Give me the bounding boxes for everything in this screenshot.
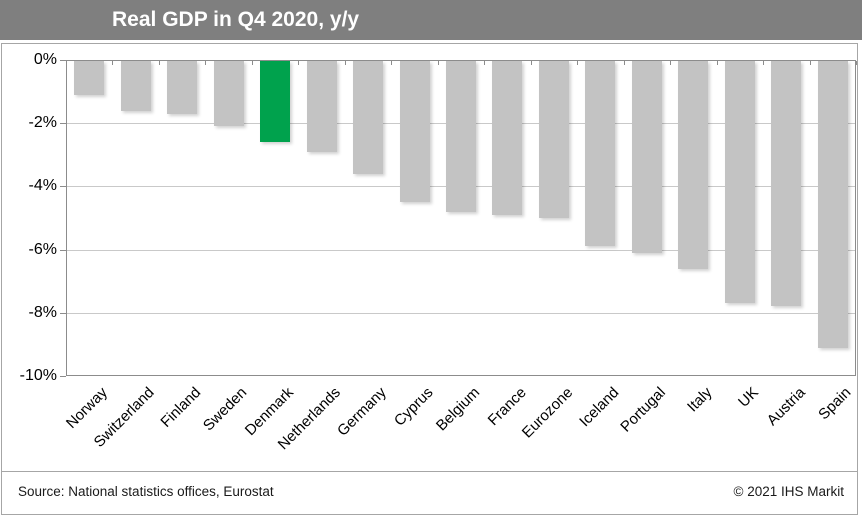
footer-divider: [1, 471, 858, 472]
x-axis-tick: [112, 61, 114, 65]
bar-norway: [74, 61, 105, 95]
copyright-note: © 2021 IHS Markit: [733, 484, 845, 499]
y-axis-label: -4%: [28, 177, 57, 195]
bar-spain: [817, 61, 848, 348]
x-axis-tick: [763, 61, 765, 65]
x-axis-tick: [298, 61, 300, 65]
x-axis-tick: [856, 61, 857, 65]
x-axis-tick: [577, 61, 579, 65]
y-axis-label: -10%: [19, 367, 57, 384]
bar-cyprus: [399, 61, 430, 203]
x-axis-tick: [530, 61, 532, 65]
y-axis-label: -6%: [28, 240, 57, 258]
gridline: [67, 249, 855, 251]
y-axis-tick: [60, 60, 66, 61]
bar-eurozone: [538, 61, 569, 218]
x-axis-tick: [158, 61, 160, 65]
source-note: Source: National statistics offices, Eur…: [18, 484, 274, 499]
bar-iceland: [585, 61, 616, 247]
x-axis-tick: [437, 61, 439, 65]
y-axis-tick: [60, 249, 66, 251]
bar-italy: [678, 61, 709, 269]
y-axis-tick: [60, 123, 66, 125]
bar-france: [492, 61, 523, 215]
bar-sweden: [213, 61, 244, 127]
bar-austria: [771, 61, 802, 307]
y-axis-tick: [60, 186, 66, 188]
x-axis-tick: [670, 61, 672, 65]
x-axis-tick: [809, 61, 811, 65]
bar-portugal: [631, 61, 662, 253]
y-axis-tick: [60, 312, 66, 314]
bar-uk: [724, 61, 755, 304]
x-axis-tick: [716, 61, 718, 65]
plot-border: [66, 60, 856, 376]
bar-switzerland: [120, 61, 151, 111]
bar-denmark: [260, 61, 291, 143]
x-axis-tick: [344, 61, 346, 65]
x-axis-tick: [623, 61, 625, 65]
title-banner: Real GDP in Q4 2020, y/y: [0, 0, 862, 40]
bar-netherlands: [306, 61, 337, 152]
y-axis-label: 0%: [33, 51, 57, 68]
x-axis-tick: [391, 61, 393, 65]
bar-germany: [353, 61, 384, 174]
y-axis-label: -2%: [28, 114, 57, 132]
chart-title: Real GDP in Q4 2020, y/y: [112, 8, 360, 31]
x-axis-tick: [205, 61, 207, 65]
bar-finland: [167, 61, 198, 114]
x-axis-tick: [484, 61, 486, 65]
y-axis-tick: [60, 376, 66, 377]
gridline: [67, 312, 855, 314]
bar-belgium: [446, 61, 476, 212]
y-axis-label: -8%: [28, 303, 57, 321]
x-axis-tick: [251, 61, 253, 65]
